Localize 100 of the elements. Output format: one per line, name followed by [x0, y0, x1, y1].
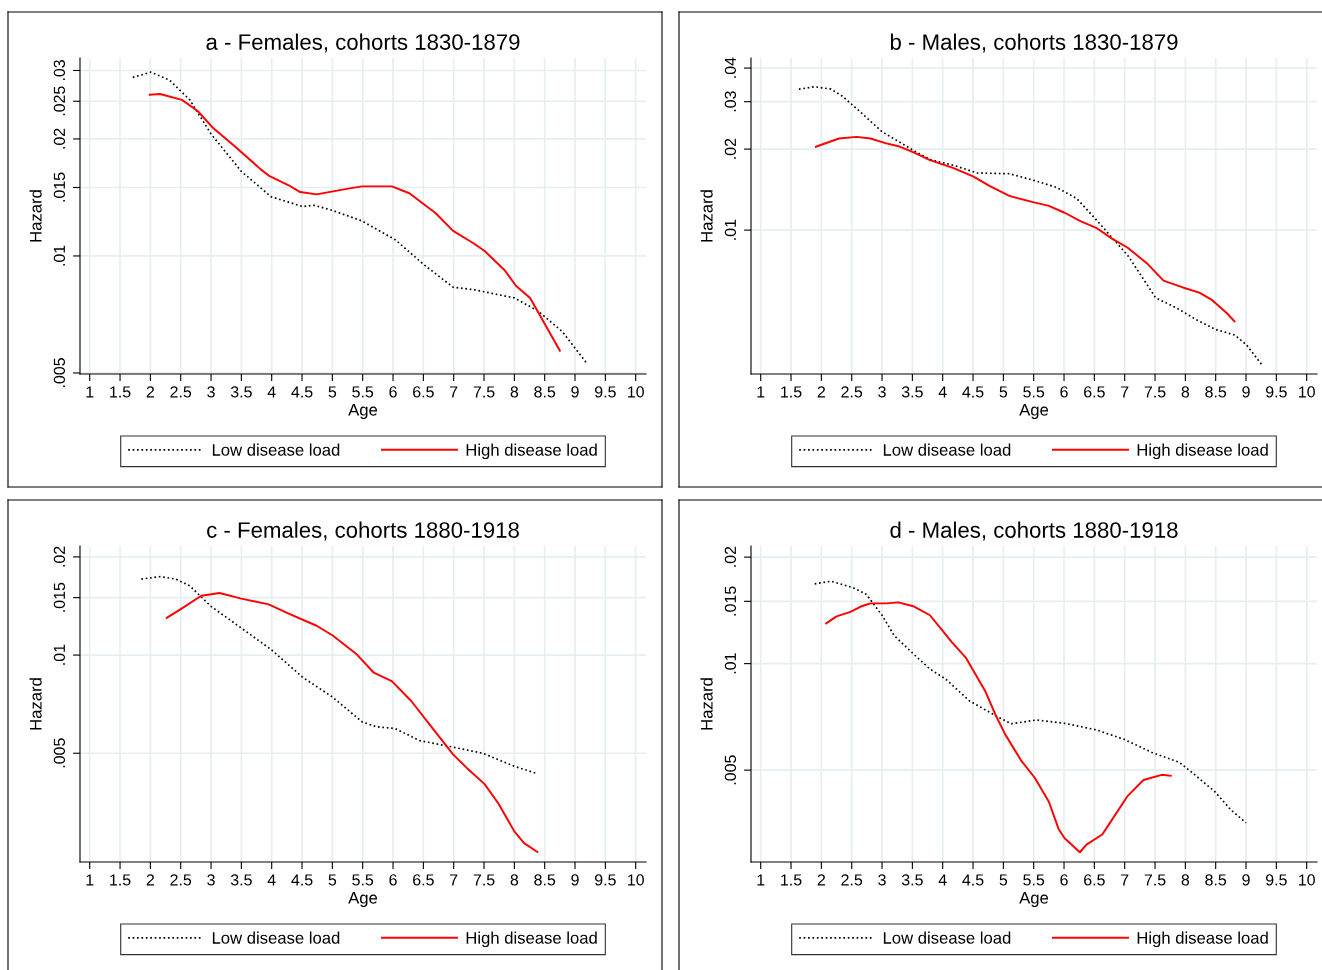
x-tick-label: 2 — [817, 386, 826, 398]
x-tick-label: 1 — [757, 386, 765, 398]
x-tick-label: 6 — [1060, 386, 1068, 398]
x-tick-label: 4 — [938, 386, 947, 398]
x-tick-label: 8.5 — [534, 386, 556, 398]
x-tick-label: 8 — [1181, 386, 1190, 398]
x-tick-label: 8 — [1181, 874, 1190, 886]
y-tick-label: .015 — [53, 582, 66, 612]
x-tick-label: 2 — [817, 874, 826, 886]
x-tick-label: 2.5 — [170, 386, 192, 398]
x-tick-label: 7.5 — [473, 874, 495, 886]
x-tick-label: 1 — [86, 386, 94, 398]
x-tick-label: 5 — [328, 874, 337, 886]
legend-label: High disease load — [466, 931, 597, 948]
x-tick-label: 6 — [1060, 874, 1068, 886]
x-tick-label: 4 — [267, 874, 276, 886]
x-tick-label: 5.5 — [1023, 874, 1045, 886]
y-tick-label: .03 — [53, 60, 66, 81]
y-tick-label: .02 — [724, 546, 737, 567]
x-tick-label: 3.5 — [230, 386, 252, 398]
x-tick-label: 7 — [450, 874, 458, 886]
x-tick-label: 3.5 — [901, 386, 923, 398]
x-tick-label: 6.5 — [413, 874, 434, 886]
y-tick-label: .015 — [53, 172, 66, 202]
x-tick-label: 6 — [389, 874, 397, 886]
x-tick-label: 6.5 — [1084, 874, 1105, 886]
x-tick-label: 1 — [757, 874, 765, 886]
y-tick-label: .01 — [53, 644, 66, 665]
legend-label: Low disease load — [212, 931, 340, 944]
x-tick-label: 2 — [146, 386, 155, 398]
x-tick-label: 9 — [1242, 386, 1250, 398]
legend-label: High disease load — [1137, 443, 1268, 460]
x-tick-label: 1.5 — [110, 386, 131, 398]
line-series — [131, 71, 587, 364]
y-tick-label: .02 — [53, 546, 66, 567]
x-tick-label: 8 — [510, 874, 519, 886]
x-tick-label: 10 — [628, 386, 644, 398]
y-axis-title: Hazard — [29, 678, 42, 730]
x-tick-label: 6 — [389, 386, 397, 398]
y-tick-label: .005 — [53, 358, 66, 388]
y-axis-title: Hazard — [700, 190, 713, 242]
x-tick-label: 8.5 — [1205, 874, 1227, 886]
legend-label: High disease load — [1137, 931, 1268, 948]
x-tick-label: 5.5 — [352, 386, 374, 398]
x-axis-title: Age — [348, 892, 378, 908]
x-tick-label: 7.5 — [1144, 874, 1166, 886]
y-tick-label: .01 — [724, 219, 737, 240]
legend-label: Low disease load — [212, 443, 340, 456]
x-tick-label: 7.5 — [1144, 386, 1166, 398]
y-tick-label: .01 — [53, 245, 66, 266]
y-tick-label: .04 — [724, 57, 737, 78]
x-tick-label: 7 — [1121, 386, 1129, 398]
x-tick-label: 8.5 — [1205, 386, 1227, 398]
x-tick-label: 6.5 — [1084, 386, 1105, 398]
line-series — [165, 592, 539, 853]
line-series — [148, 93, 561, 352]
chart-title: b - Males, cohorts 1830-1879 — [890, 33, 1178, 53]
x-tick-label: 10 — [628, 874, 644, 886]
x-tick-label: 7 — [450, 386, 458, 398]
x-tick-label: 9.5 — [595, 874, 616, 886]
x-tick-label: 9 — [571, 874, 579, 886]
y-tick-label: .025 — [53, 86, 66, 116]
x-tick-label: 5.5 — [1023, 386, 1045, 398]
x-tick-label: 3 — [207, 874, 215, 886]
x-tick-label: 4.5 — [962, 386, 984, 398]
x-tick-label: 9 — [1242, 874, 1250, 886]
x-axis-title: Age — [1019, 404, 1049, 420]
x-tick-label: 4.5 — [962, 874, 984, 886]
x-tick-label: 10 — [1299, 874, 1315, 886]
x-tick-label: 5.5 — [352, 874, 374, 886]
x-tick-label: 3 — [207, 386, 215, 398]
chart-title: d - Males, cohorts 1880-1918 — [890, 521, 1178, 541]
x-tick-label: 10 — [1299, 386, 1315, 398]
x-tick-label: 3 — [878, 386, 886, 398]
x-axis-title: Age — [348, 404, 378, 420]
line-series — [813, 580, 1247, 824]
x-tick-label: 1.5 — [781, 386, 802, 398]
y-tick-label: .005 — [724, 755, 737, 785]
y-tick-label: .005 — [53, 738, 66, 768]
x-tick-label: 8 — [510, 386, 519, 398]
x-tick-label: 9.5 — [1266, 874, 1287, 886]
x-tick-label: 1.5 — [781, 874, 802, 886]
x-tick-label: 2.5 — [841, 386, 863, 398]
x-tick-label: 7.5 — [473, 386, 495, 398]
x-tick-label: 1 — [86, 874, 94, 886]
x-tick-label: 2.5 — [170, 874, 192, 886]
y-tick-label: .015 — [724, 586, 737, 616]
x-tick-label: 4 — [938, 874, 947, 886]
line-series — [825, 601, 1172, 854]
x-axis-title: Age — [1019, 892, 1049, 908]
x-tick-label: 3.5 — [230, 874, 252, 886]
legend-label: Low disease load — [883, 931, 1011, 944]
x-tick-label: 6.5 — [413, 386, 434, 398]
y-tick-label: .02 — [53, 128, 66, 149]
x-tick-label: 5 — [999, 386, 1008, 398]
line-series — [814, 135, 1236, 323]
x-tick-label: 3 — [878, 874, 886, 886]
x-tick-label: 3.5 — [901, 874, 923, 886]
x-tick-label: 8.5 — [534, 874, 556, 886]
x-tick-label: 9 — [571, 386, 579, 398]
